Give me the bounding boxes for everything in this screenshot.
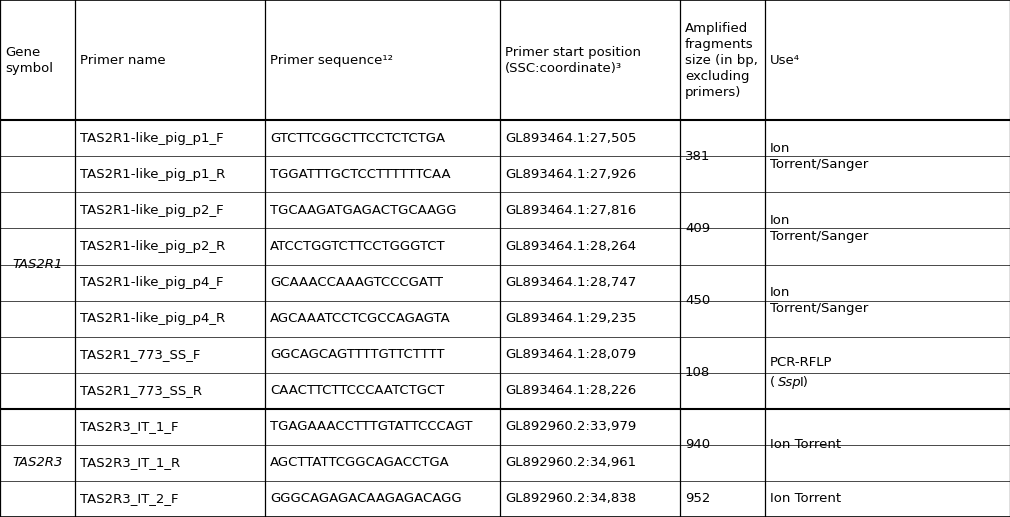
Text: Ion Torrent: Ion Torrent <box>770 438 841 451</box>
Text: PCR-RFLP: PCR-RFLP <box>770 356 832 369</box>
Text: Use⁴: Use⁴ <box>770 54 800 67</box>
Text: GL892960.2:34,838: GL892960.2:34,838 <box>505 493 636 506</box>
Text: GCAAACCAAAGTCCCGATT: GCAAACCAAAGTCCCGATT <box>270 276 443 289</box>
Text: I): I) <box>800 376 809 389</box>
Text: GL893464.1:27,816: GL893464.1:27,816 <box>505 204 636 217</box>
Text: Amplified
fragments
size (in bp,
excluding
primers): Amplified fragments size (in bp, excludi… <box>685 22 758 99</box>
Text: TAS2R3_IT_1_R: TAS2R3_IT_1_R <box>80 457 180 469</box>
Text: TAS2R3_IT_2_F: TAS2R3_IT_2_F <box>80 493 179 506</box>
Text: TAS2R1-like_pig_p2_F: TAS2R1-like_pig_p2_F <box>80 204 223 217</box>
Text: TAS2R3_IT_1_F: TAS2R3_IT_1_F <box>80 420 179 433</box>
Text: TAS2R1-like_pig_p1_F: TAS2R1-like_pig_p1_F <box>80 132 223 145</box>
Text: Ion
Torrent/Sanger: Ion Torrent/Sanger <box>770 214 869 243</box>
Text: GL893464.1:28,264: GL893464.1:28,264 <box>505 240 636 253</box>
Text: GL893464.1:27,505: GL893464.1:27,505 <box>505 132 636 145</box>
Text: Primer start position
(SSC:coordinate)³: Primer start position (SSC:coordinate)³ <box>505 45 641 74</box>
Text: 108: 108 <box>685 366 710 379</box>
Text: Ion Torrent: Ion Torrent <box>770 493 841 506</box>
Text: Gene
symbol: Gene symbol <box>5 45 53 74</box>
Text: TAS2R1-like_pig_p4_R: TAS2R1-like_pig_p4_R <box>80 312 225 325</box>
Text: TGAGAAACCTTTGTATTCCCAGT: TGAGAAACCTTTGTATTCCCAGT <box>270 420 473 433</box>
Text: GGCAGCAGTTTTGTTCTTTT: GGCAGCAGTTTTGTTCTTTT <box>270 348 444 361</box>
Text: GL893464.1:28,079: GL893464.1:28,079 <box>505 348 636 361</box>
Text: TAS2R1: TAS2R1 <box>12 258 63 271</box>
Text: GTCTTCGGCTTCCTCTCTGA: GTCTTCGGCTTCCTCTCTGA <box>270 132 445 145</box>
Text: Ion
Torrent/Sanger: Ion Torrent/Sanger <box>770 286 869 315</box>
Text: GL892960.2:33,979: GL892960.2:33,979 <box>505 420 636 433</box>
Text: TAS2R1_773_SS_R: TAS2R1_773_SS_R <box>80 384 202 397</box>
Text: GGGCAGAGACAAGAGACAGG: GGGCAGAGACAAGAGACAGG <box>270 493 462 506</box>
Text: GL893464.1:27,926: GL893464.1:27,926 <box>505 168 636 181</box>
Text: 952: 952 <box>685 493 710 506</box>
Text: GL893464.1:29,235: GL893464.1:29,235 <box>505 312 636 325</box>
Text: Primer name: Primer name <box>80 54 166 67</box>
Text: AGCTTATTCGGCAGACCTGA: AGCTTATTCGGCAGACCTGA <box>270 457 449 469</box>
Text: 940: 940 <box>685 438 710 451</box>
Text: Ssp: Ssp <box>778 376 802 389</box>
Text: Ion
Torrent/Sanger: Ion Torrent/Sanger <box>770 142 869 171</box>
Text: 450: 450 <box>685 294 710 307</box>
Text: TAS2R1-like_pig_p1_R: TAS2R1-like_pig_p1_R <box>80 168 225 181</box>
Text: TAS2R1-like_pig_p2_R: TAS2R1-like_pig_p2_R <box>80 240 225 253</box>
Text: TAS2R3: TAS2R3 <box>12 457 63 469</box>
Text: 381: 381 <box>685 150 710 163</box>
Text: ATCCTGGTCTTCCTGGGTCT: ATCCTGGTCTTCCTGGGTCT <box>270 240 445 253</box>
Text: Primer sequence¹²: Primer sequence¹² <box>270 54 393 67</box>
Text: TGGATTTGCTCCTTTTTTCAA: TGGATTTGCTCCTTTTTTCAA <box>270 168 450 181</box>
Text: GL893464.1:28,226: GL893464.1:28,226 <box>505 384 636 397</box>
Text: GL893464.1:28,747: GL893464.1:28,747 <box>505 276 636 289</box>
Text: AGCAAATCCTCGCCAGAGTA: AGCAAATCCTCGCCAGAGTA <box>270 312 450 325</box>
Text: (: ( <box>770 376 775 389</box>
Text: GL892960.2:34,961: GL892960.2:34,961 <box>505 457 636 469</box>
Text: CAACTTCTTCCCAATCTGCT: CAACTTCTTCCCAATCTGCT <box>270 384 444 397</box>
Text: TGCAAGATGAGACTGCAAGG: TGCAAGATGAGACTGCAAGG <box>270 204 457 217</box>
Text: TAS2R1-like_pig_p4_F: TAS2R1-like_pig_p4_F <box>80 276 223 289</box>
Text: TAS2R1_773_SS_F: TAS2R1_773_SS_F <box>80 348 200 361</box>
Text: 409: 409 <box>685 222 710 235</box>
